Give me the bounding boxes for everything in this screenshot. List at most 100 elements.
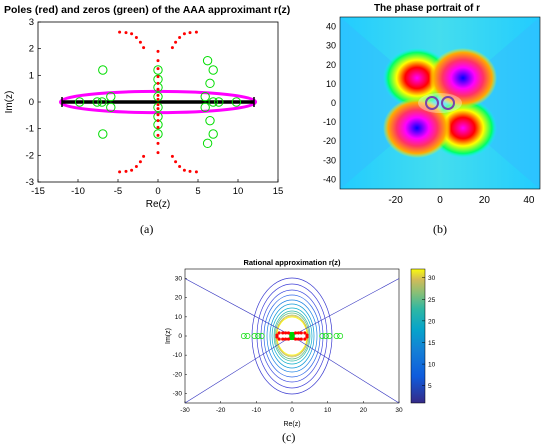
pole-marker [296, 337, 301, 341]
pole-marker [281, 331, 285, 335]
chart-a-ytick: -1 [26, 124, 34, 135]
zero-marker [153, 129, 163, 139]
zero-marker [202, 138, 213, 149]
chart-a-ytick: 3 [29, 17, 34, 28]
chart-c-ytick: -10 [173, 352, 183, 359]
pole-marker [124, 169, 128, 173]
chart-c-ytick: 10 [175, 314, 183, 321]
chart-b-ytick: -30 [323, 155, 336, 165]
zero-marker [153, 65, 163, 75]
zero-marker [244, 333, 251, 339]
colorbar [410, 268, 426, 404]
pole-marker [194, 170, 198, 174]
zero-marker [322, 333, 329, 339]
pole-marker [142, 154, 146, 158]
panel-b: The phase portrait of r -20 0 20 40 -40 -30 -2… [305, 0, 550, 240]
pole-marker [156, 141, 160, 145]
zero-marker [106, 91, 116, 102]
pole-marker [156, 59, 160, 63]
chart-b-ytick: 40 [326, 22, 336, 32]
pole-marker [275, 335, 279, 339]
caption-a: (a) [140, 222, 154, 236]
pole-marker [134, 165, 138, 169]
pole-marker [174, 160, 178, 164]
chart-b-xtick: 0 [437, 195, 443, 206]
pole-marker [130, 32, 134, 36]
chart-c-xtick: -10 [252, 407, 262, 414]
pole-marker [156, 67, 160, 71]
zero-marker [251, 333, 258, 339]
pole-marker [188, 169, 192, 173]
panel-a: Poles (red) and zeros (green) of the AAA… [0, 0, 300, 240]
pole-marker [277, 337, 281, 341]
chart-a-xtick: 5 [195, 186, 200, 197]
chart-c-xtick: 0 [290, 407, 294, 414]
chart-b-svg: The phase portrait of r -20 0 20 40 -40 -30 -2… [323, 3, 541, 206]
chart-c-xlabel: Re(z) [283, 421, 300, 428]
chart-c-svg: Rational approximation r(z) Re(z) Im(z) … [165, 258, 436, 428]
zero-marker [337, 333, 344, 339]
pole-marker [178, 35, 182, 39]
colorbar-tick: 25 [428, 297, 436, 304]
phase-portrait [340, 17, 540, 189]
chart-a-xtick: 15 [273, 186, 284, 197]
zero-marker [208, 129, 218, 139]
zero-marker [289, 334, 295, 341]
caption-b: (b) [433, 222, 447, 236]
chart-a-xlabel: Re(z) [146, 199, 170, 210]
chart-b-title: The phase portrait of r [374, 3, 480, 14]
pole-marker [303, 337, 307, 341]
chart-c-ytick: 0 [178, 333, 182, 340]
zero-marker [333, 333, 340, 339]
zero-marker [106, 102, 116, 113]
pole-marker [286, 331, 291, 335]
pole-marker [156, 49, 160, 53]
chart-b-ytick: -20 [323, 136, 336, 146]
zero-marker [97, 97, 107, 107]
pole-marker [130, 168, 134, 172]
pole-marker [156, 93, 160, 97]
zero-marker [92, 97, 102, 107]
chart-a-xtick: -5 [114, 186, 122, 197]
zero-marker [74, 97, 85, 107]
pole-marker [277, 331, 281, 335]
chart-b-ytick: 10 [326, 79, 336, 89]
colorbar-tick: 15 [428, 340, 436, 347]
chart-a-xtick: 10 [233, 186, 244, 197]
pole-marker [156, 103, 160, 107]
pole-marker [299, 337, 303, 341]
chart-a-ytick: 0 [29, 97, 34, 108]
chart-c-xtick: -20 [216, 407, 226, 414]
chart-b-xtick: 20 [479, 195, 491, 206]
chart-c-ytick: -20 [173, 371, 183, 378]
chart-a-xtick: 0 [155, 186, 160, 197]
chart-a-ytick: 2 [29, 44, 34, 55]
pole-marker [182, 32, 186, 36]
colorbar-tick: 20 [428, 318, 436, 325]
pole-marker [296, 331, 301, 335]
pole-marker [174, 40, 178, 44]
pole-marker [118, 170, 122, 174]
pole-marker [124, 31, 128, 35]
pole-marker [156, 133, 160, 137]
chart-a-xtick: -15 [31, 186, 45, 197]
pole-marker [293, 331, 298, 335]
pole-marker [194, 30, 198, 34]
chart-b-xtick: 40 [523, 195, 535, 206]
chart-b-ytick: 0 [331, 98, 336, 108]
chart-a-ylabel: Im(z) [4, 91, 15, 114]
chart-a-xtick: -10 [71, 186, 85, 197]
pole-marker [156, 113, 160, 117]
pole-marker [156, 119, 160, 123]
pole-marker [134, 35, 138, 39]
pole-marker [170, 46, 174, 50]
chart-a-ytick: 1 [29, 70, 34, 81]
chart-c-ytick: -30 [173, 390, 183, 397]
pole-marker [156, 97, 160, 101]
interval-segment [290, 332, 294, 340]
zero-marker [200, 91, 210, 102]
zero-marker [258, 333, 265, 339]
chart-c-ytick: 30 [175, 276, 183, 283]
zero-marker [98, 65, 108, 75]
chart-c-ylabel: Im(z) [165, 328, 172, 344]
